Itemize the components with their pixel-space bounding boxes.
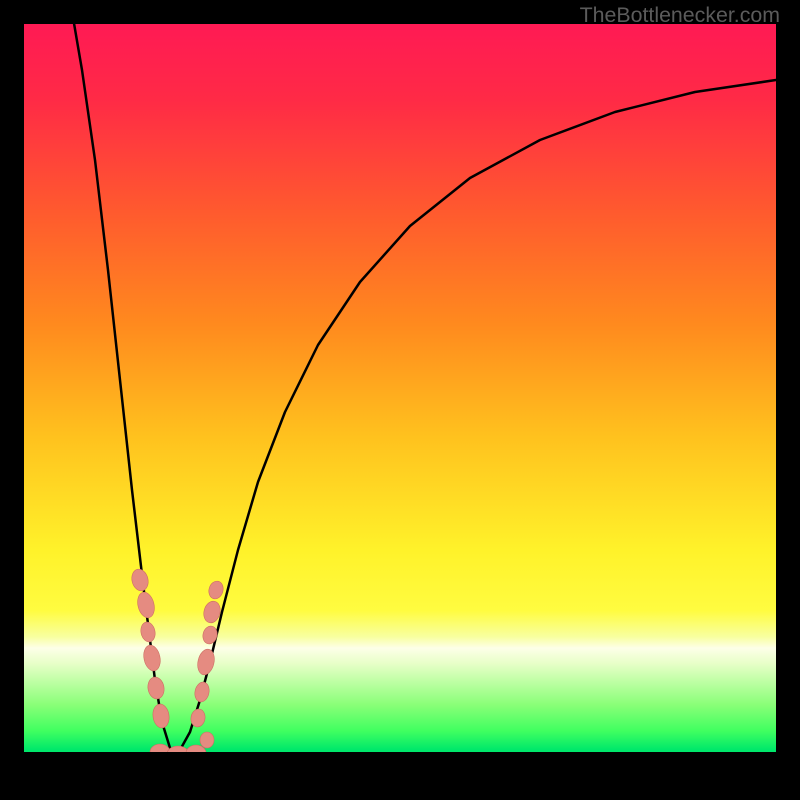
chart-svg (0, 0, 800, 800)
chart-canvas: TheBottlenecker.com (0, 0, 800, 800)
data-marker (200, 732, 214, 748)
plot-bottom-border (23, 752, 777, 776)
gradient-background (24, 24, 776, 776)
watermark-text: TheBottlenecker.com (580, 3, 780, 28)
